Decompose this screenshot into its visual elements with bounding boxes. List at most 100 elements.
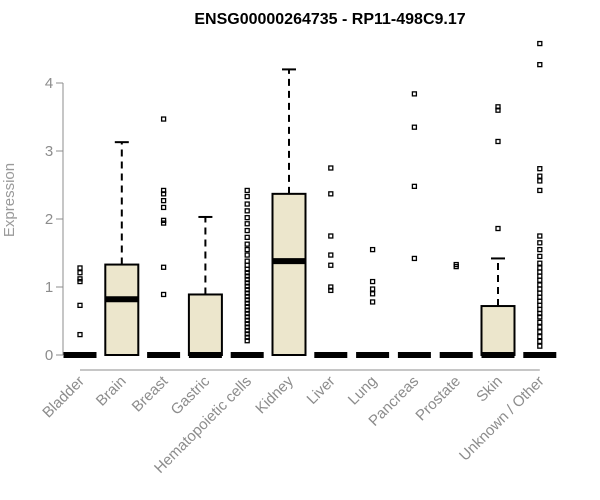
y-tick-label: 2 — [45, 211, 53, 228]
outlier-point — [369, 278, 376, 285]
outlier-point — [537, 233, 543, 239]
outlier-point — [537, 329, 543, 335]
box-group — [314, 165, 348, 358]
outlier-point — [244, 241, 250, 247]
outlier-point — [537, 260, 543, 266]
outlier-point — [537, 306, 543, 313]
outlier-point — [537, 40, 543, 47]
outlier-point — [328, 287, 334, 294]
outlier-point — [537, 277, 543, 283]
outlier-point — [160, 291, 167, 298]
outlier-point — [411, 183, 418, 190]
box-group — [271, 68, 307, 356]
box-group — [397, 91, 431, 358]
outlier-point — [244, 246, 250, 253]
y-axis-label: Expression — [1, 163, 18, 237]
box-group — [187, 215, 223, 358]
outlier-point — [537, 187, 543, 194]
box-body — [480, 305, 516, 357]
box-group — [523, 40, 557, 358]
category-label: Skin — [473, 373, 506, 406]
box-group — [104, 141, 140, 356]
box-group — [147, 116, 181, 358]
y-tick-label: 4 — [45, 75, 53, 92]
outlier-point — [244, 262, 250, 268]
category-label: Bladder — [39, 373, 88, 422]
y-tick-label: 3 — [45, 143, 53, 160]
outlier-point — [244, 234, 250, 241]
box-group — [439, 261, 473, 358]
outlier-point — [369, 299, 376, 305]
outlier-point — [537, 286, 543, 292]
outlier-point — [160, 197, 167, 204]
boxes — [63, 40, 557, 358]
outlier-point — [328, 252, 334, 258]
outlier-point — [537, 273, 543, 279]
outlier-point — [328, 191, 334, 197]
category-label: Breast — [129, 372, 172, 415]
outlier-point — [77, 270, 83, 276]
outlier-point — [77, 265, 83, 271]
outlier-point — [537, 333, 543, 340]
outlier-point — [537, 324, 543, 330]
outlier-point — [537, 173, 543, 179]
category-label: Lung — [345, 373, 381, 409]
outlier-point — [160, 264, 167, 270]
outlier-point — [77, 276, 83, 282]
outlier-point — [77, 302, 83, 309]
box-body — [104, 263, 140, 356]
outlier-point — [537, 269, 543, 275]
outlier-point — [244, 221, 250, 227]
outlier-point — [495, 138, 501, 145]
outlier-point — [537, 246, 543, 253]
outlier-point — [77, 331, 83, 338]
outlier-point — [537, 240, 543, 246]
outlier-point — [328, 233, 334, 239]
outlier-point — [537, 178, 543, 184]
outlier-point — [537, 338, 543, 345]
y-tick-label: 1 — [45, 279, 53, 296]
outlier-point — [244, 258, 250, 264]
box-group — [63, 265, 97, 358]
box-body — [271, 192, 307, 356]
box-group — [480, 104, 516, 358]
outlier-point — [244, 208, 250, 214]
y-tick-label: 0 — [45, 347, 53, 364]
outlier-point — [537, 314, 543, 320]
outlier-point — [411, 91, 418, 97]
outlier-point — [160, 116, 167, 122]
outlier-point — [244, 201, 250, 207]
box-group — [356, 246, 390, 358]
outlier-point — [537, 282, 543, 288]
outlier-point — [160, 220, 167, 226]
outlier-point — [328, 262, 334, 268]
outlier-point — [537, 343, 543, 349]
outlier-point — [411, 124, 418, 130]
outlier-point — [537, 302, 543, 309]
outlier-point — [328, 165, 334, 171]
outlier-point — [411, 255, 418, 262]
outlier-point — [244, 227, 250, 234]
outlier-point — [537, 298, 543, 304]
outlier-point — [244, 187, 250, 194]
outlier-point — [244, 252, 250, 258]
outlier-point — [369, 291, 376, 297]
outlier-point — [244, 214, 250, 221]
outlier-point — [244, 338, 250, 344]
outlier-point — [77, 278, 83, 285]
category-label: Prostate — [412, 373, 464, 425]
outlier-point — [537, 290, 543, 296]
outlier-point — [160, 191, 167, 197]
outlier-point — [369, 246, 376, 253]
outlier-point — [495, 225, 501, 232]
outlier-point — [537, 265, 543, 271]
outlier-point — [537, 319, 543, 326]
outlier-point — [453, 263, 459, 270]
category-label: Brain — [93, 373, 130, 410]
outlier-point — [537, 61, 543, 68]
chart-title: ENSG00000264735 - RP11-498C9.17 — [194, 11, 465, 28]
outlier-point — [537, 166, 543, 172]
